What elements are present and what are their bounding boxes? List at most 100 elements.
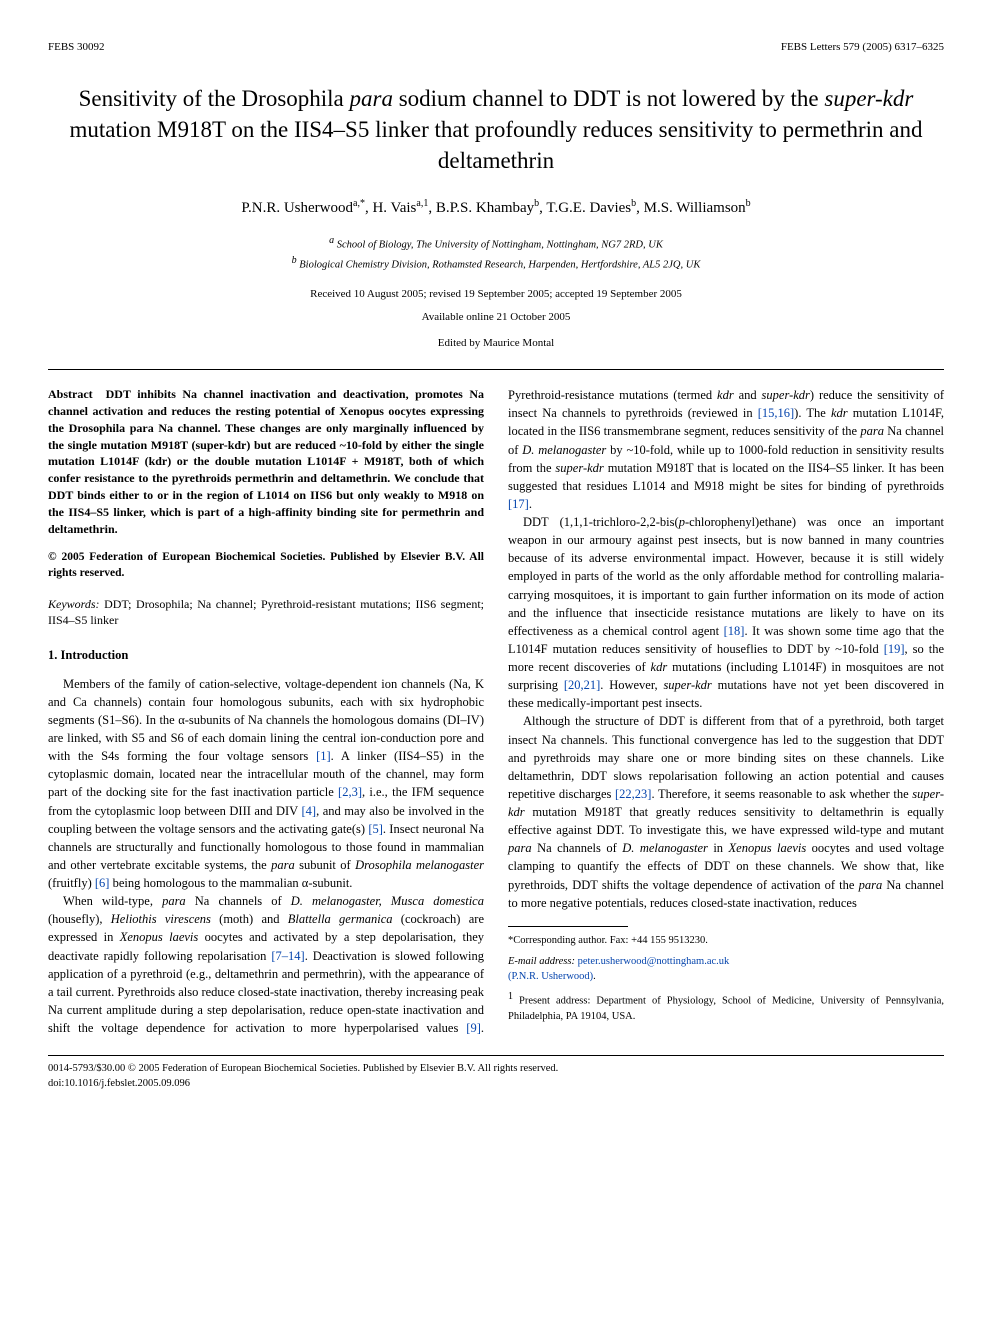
affil-sup: b	[292, 255, 297, 266]
italic-text: super-kdr	[555, 461, 603, 475]
author-sup: b	[746, 198, 751, 209]
intro-para-4: Although the structure of DDT is differe…	[508, 712, 944, 911]
citation-link[interactable]: [22,23]	[615, 787, 651, 801]
body-text: When wild-type,	[63, 894, 162, 908]
italic-text: Blattella germanica	[288, 912, 393, 926]
body-text: in	[708, 841, 729, 855]
received-dates: Received 10 August 2005; revised 19 Sept…	[48, 287, 944, 302]
body-text: .	[529, 497, 532, 511]
footnotes-block: *Corresponding author. Fax: +44 155 9513…	[508, 933, 944, 1025]
page-header: FEBS 30092 FEBS Letters 579 (2005) 6317–…	[48, 40, 944, 55]
abstract-text: DDT inhibits Na channel inactivation and…	[48, 387, 484, 535]
italic-text: kdr	[831, 406, 848, 420]
authors-line: P.N.R. Usherwooda,*, H. Vaisa,1, B.P.S. …	[48, 197, 944, 219]
citation-link[interactable]: [7–14]	[271, 949, 304, 963]
page-footer: 0014-5793/$30.00 © 2005 Federation of Eu…	[48, 1062, 944, 1091]
affiliations: a School of Biology, The University of N…	[48, 233, 944, 274]
edited-by: Edited by Maurice Montal	[48, 336, 944, 351]
present-text: Present address: Department of Physiolog…	[508, 996, 944, 1022]
body-text: . Therefore, it seems reasonable to ask …	[651, 787, 912, 801]
footer-doi: doi:10.1016/j.febslet.2005.09.096	[48, 1077, 944, 1092]
italic-text: Drosophila melanogaster	[355, 858, 484, 872]
italic-text: D. melanogaster	[622, 841, 708, 855]
citation-link[interactable]: [19]	[884, 642, 905, 656]
keywords-text: DDT; Drosophila; Na channel; Pyrethroid-…	[48, 597, 484, 628]
body-text: being homologous to the mammalian α-subu…	[109, 876, 352, 890]
header-right: FEBS Letters 579 (2005) 6317–6325	[781, 40, 944, 55]
body-text: (moth) and	[211, 912, 288, 926]
body-text: subunit of	[295, 858, 355, 872]
divider-rule	[48, 369, 944, 370]
author-sup: a,*	[353, 198, 365, 209]
intro-para-1: Members of the family of cation-selectiv…	[48, 675, 484, 893]
italic-text: para	[859, 878, 883, 892]
present-address: 1 Present address: Department of Physiol…	[508, 990, 944, 1024]
email-line: E-mail address: peter.usherwood@nottingh…	[508, 954, 944, 984]
email-label: E-mail address:	[508, 956, 575, 967]
citation-link[interactable]: [6]	[95, 876, 110, 890]
body-text: (housefly),	[48, 912, 111, 926]
citation-link[interactable]: [15,16]	[758, 406, 794, 420]
citation-link[interactable]: [9]	[466, 1021, 481, 1035]
italic-text: Heliothis virescens	[111, 912, 211, 926]
citation-link[interactable]: [4]	[301, 804, 316, 818]
citation-link[interactable]: [2,3]	[338, 785, 362, 799]
abstract-label: Abstract	[48, 387, 93, 401]
author-sup: b	[534, 198, 539, 209]
body-text: Na channels of	[186, 894, 291, 908]
intro-para-3: DDT (1,1,1-trichloro-2,2-bis(p-chlorophe…	[508, 513, 944, 712]
footnote-separator	[508, 926, 628, 927]
title-italic-para: para	[350, 86, 393, 111]
italic-text: D. melanogaster	[522, 443, 606, 457]
italic-text: para	[508, 841, 532, 855]
title-text: Sensitivity of the Drosophila	[79, 86, 350, 111]
citation-link[interactable]: [18]	[724, 624, 745, 638]
italic-text: para	[271, 858, 295, 872]
italic-text: Xenopus laevis	[729, 841, 807, 855]
abstract-copyright: © 2005 Federation of European Biochemica…	[48, 549, 484, 581]
title-text: sodium channel to DDT is not lowered by …	[393, 86, 824, 111]
title-text: mutation M918T on the IIS4–S5 linker tha…	[70, 117, 923, 173]
italic-text: para	[162, 894, 186, 908]
italic-text: kdr	[651, 660, 668, 674]
affiliation-a: School of Biology, The University of Not…	[337, 239, 663, 250]
affiliation-b: Biological Chemistry Division, Rothamste…	[299, 259, 700, 270]
citation-link[interactable]: [5]	[368, 822, 383, 836]
affil-sup: a	[329, 235, 334, 246]
citation-link[interactable]: [17]	[508, 497, 529, 511]
abstract-block: Abstract DDT inhibits Na channel inactiv…	[48, 386, 484, 537]
author: M.S. Williamson	[644, 200, 746, 216]
citation-link[interactable]: [1]	[316, 749, 331, 763]
italic-text: Xenopus laevis	[120, 930, 199, 944]
corresponding-author: *Corresponding author. Fax: +44 155 9513…	[508, 933, 944, 948]
available-online: Available online 21 October 2005	[48, 310, 944, 325]
italic-text: super-kdr	[663, 678, 711, 692]
body-text: Na channels of	[532, 841, 623, 855]
italic-text: super-kdr	[762, 388, 810, 402]
email-name: (P.N.R. Usherwood)	[508, 971, 593, 982]
italic-text: kdr	[717, 388, 734, 402]
article-title: Sensitivity of the Drosophila para sodiu…	[68, 83, 924, 176]
body-text: DDT (1,1,1-trichloro-2,2-bis(	[523, 515, 679, 529]
body-text: mutation M918T that greatly reduces sens…	[508, 805, 944, 837]
citation-link[interactable]: [20,21]	[564, 678, 600, 692]
two-column-body: Abstract DDT inhibits Na channel inactiv…	[48, 386, 944, 1037]
email-link[interactable]: peter.usherwood@nottingham.ac.uk	[578, 956, 730, 967]
title-italic-superkdr: super-kdr	[824, 86, 913, 111]
footer-copyright: 0014-5793/$30.00 © 2005 Federation of Eu…	[48, 1062, 944, 1077]
italic-text: D. melanogaster, Musca domestica	[291, 894, 484, 908]
footer-rule	[48, 1055, 944, 1056]
keywords-label: Keywords:	[48, 597, 100, 611]
italic-text: para	[860, 424, 884, 438]
author-sup: a,1	[416, 198, 428, 209]
section-heading-intro: 1. Introduction	[48, 647, 484, 665]
author-sup: b	[631, 198, 636, 209]
body-text: and	[734, 388, 762, 402]
header-left: FEBS 30092	[48, 40, 105, 55]
keywords-block: Keywords: DDT; Drosophila; Na channel; P…	[48, 596, 484, 630]
present-sup: 1	[508, 991, 513, 1002]
body-text: -chlorophenyl)ethane) was once an import…	[508, 515, 944, 638]
author: P.N.R. Usherwood	[241, 200, 353, 216]
body-text: ). The	[794, 406, 831, 420]
body-text: . However,	[600, 678, 663, 692]
